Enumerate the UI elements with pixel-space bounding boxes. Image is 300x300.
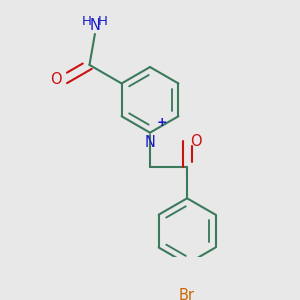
Text: +: + <box>156 116 167 129</box>
Text: N: N <box>145 135 155 150</box>
Text: N: N <box>89 18 100 33</box>
Text: O: O <box>190 134 202 149</box>
Text: H: H <box>98 15 107 28</box>
Text: H: H <box>82 15 92 28</box>
Text: Br: Br <box>179 288 195 300</box>
Text: O: O <box>50 72 61 87</box>
